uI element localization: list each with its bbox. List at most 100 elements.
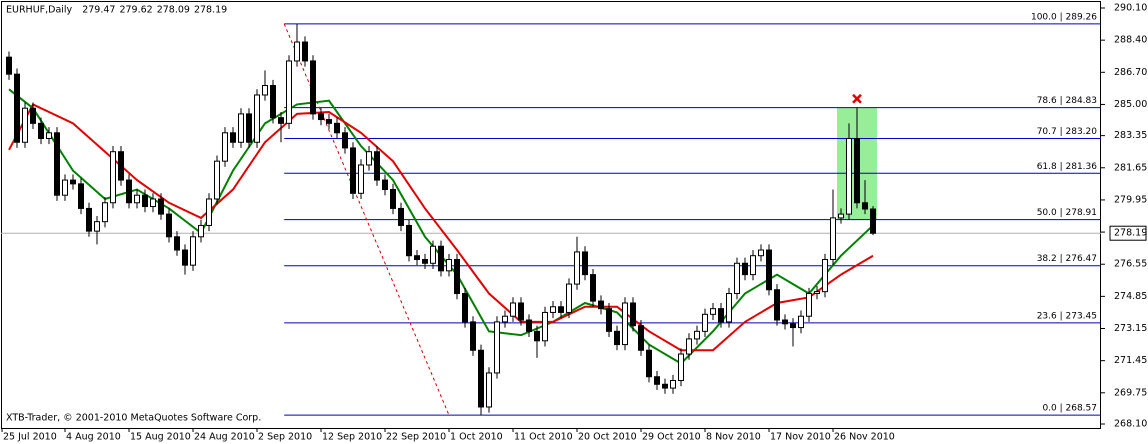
candle-body [518,302,524,321]
x-tick-label: 20 Oct 2010 [578,432,637,443]
candle-body [478,349,484,408]
fib-label: 100.0 | 289.26 [1031,12,1097,22]
candle-body [222,132,228,162]
candle-body [6,56,12,75]
header-value: 278.19 [194,5,227,16]
y-tick-label: 290.10 [1114,3,1147,14]
fib-label: 23.6 | 273.45 [1037,311,1097,321]
candle-body [70,179,76,185]
candle-body [606,308,612,332]
candle-body [134,194,140,204]
candle-body [750,255,756,276]
candle-body [278,117,284,124]
candle-body [390,189,396,209]
candle-body [422,258,428,264]
candle-body [630,302,636,327]
candle-body [374,151,380,181]
x-tick-label: 1 Oct 2010 [450,432,503,443]
candle-body [574,251,580,285]
candle-body [582,251,588,276]
candle-body [550,306,556,313]
candle-body [558,306,564,313]
candle-body [142,194,148,208]
y-tick-label: 273.15 [1114,323,1147,334]
candle-body [358,164,364,194]
candle-body [38,122,44,139]
candle-body [414,255,420,260]
y-tick-label: 286.70 [1114,67,1147,78]
candle-body [54,132,60,196]
candle-body [614,330,620,346]
candle-body [662,383,668,389]
candle-body [854,137,860,204]
candle-body [758,249,764,257]
candle-body [102,202,108,223]
candle-body [22,107,28,143]
candle-body [230,132,236,143]
x-tick-label: 22 Sep 2010 [386,432,446,443]
candle-body [406,224,412,257]
candle-body [694,330,700,340]
candle-body [470,321,476,351]
x-tick-label: 2 Sep 2010 [258,432,312,443]
x-tick-label: 11 Oct 2010 [514,432,573,443]
candle-body [494,321,500,374]
candle-body [790,323,796,329]
candle-body [214,160,220,200]
y-tick-label: 268.10 [1114,419,1147,430]
header-value: 278.09 [157,5,190,16]
fib-label: 50.0 | 278.91 [1037,208,1097,218]
candle-body [382,179,388,191]
candle-body [846,137,852,215]
candle-body [590,274,596,302]
candle-body [46,132,52,139]
y-tick-label: 285.00 [1114,99,1147,110]
candle-body [310,60,316,115]
fib-label: 61.8 | 281.36 [1037,162,1098,172]
candle-body [78,183,84,209]
x-tick-label: 26 Nov 2010 [834,432,895,443]
x-tick-label: 29 Oct 2010 [642,432,701,443]
candle-body [510,302,516,317]
candle-body [238,113,244,143]
candle-body [294,41,300,62]
candle-body [270,85,276,119]
candle-body [670,380,676,389]
plot-frame [1,1,1101,429]
chart-title: EURHUF,Daily [6,5,73,16]
candle-body [598,300,604,310]
candle-body [182,249,188,266]
candle-body [830,217,836,260]
candle-body [366,151,372,166]
y-tick-label: 274.85 [1114,291,1147,302]
candle-body [126,179,132,204]
candle-body [302,41,308,62]
price-label: 278.19 [1114,228,1147,239]
candle-body [350,147,356,194]
candle-body [326,119,332,124]
y-tick-label: 281.65 [1114,162,1147,173]
candle-body [702,313,708,332]
candle-body [174,236,180,251]
candle-body [710,308,716,315]
candle-body [454,258,460,295]
x-tick-label: 24 Aug 2010 [194,432,255,443]
x-tick-label: 4 Aug 2010 [66,432,121,443]
x-tick-label: 15 Aug 2010 [130,432,191,443]
candle-body [86,207,92,232]
candle-body [862,202,868,210]
moving-average [8,103,874,352]
y-tick-label: 276.55 [1114,259,1147,270]
header-value: 279.47 [82,5,115,16]
candle-body [110,151,116,204]
candle-body [678,353,684,382]
fib-label: 70.7 | 283.20 [1037,127,1098,137]
candle-body [734,262,740,295]
candle-body [806,293,812,317]
candle-body [718,308,724,323]
candle-body [526,319,532,332]
footer: XTB-Trader, © 2001-2010 MetaQuotes Softw… [6,413,261,424]
candle-body [398,207,404,226]
